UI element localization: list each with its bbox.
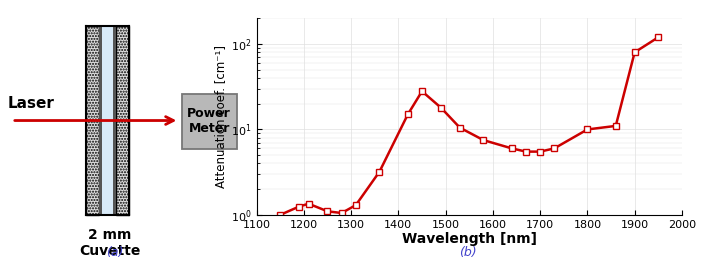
X-axis label: Wavelength [nm]: Wavelength [nm] — [401, 232, 537, 247]
Text: Laser: Laser — [7, 96, 54, 111]
Text: (b): (b) — [458, 246, 477, 259]
Bar — [86, 26, 99, 215]
Bar — [116, 26, 129, 215]
FancyArrowPatch shape — [15, 117, 174, 124]
Bar — [181, 94, 237, 149]
Text: (a): (a) — [106, 246, 124, 259]
Y-axis label: Attenuation coef. [cm⁻¹]: Attenuation coef. [cm⁻¹] — [214, 45, 227, 188]
Bar — [102, 26, 113, 215]
Text: Power
Meter: Power Meter — [187, 107, 231, 134]
Bar — [113, 26, 116, 215]
Text: 2 mm
Cuvette: 2 mm Cuvette — [79, 228, 141, 258]
Bar — [99, 26, 102, 215]
